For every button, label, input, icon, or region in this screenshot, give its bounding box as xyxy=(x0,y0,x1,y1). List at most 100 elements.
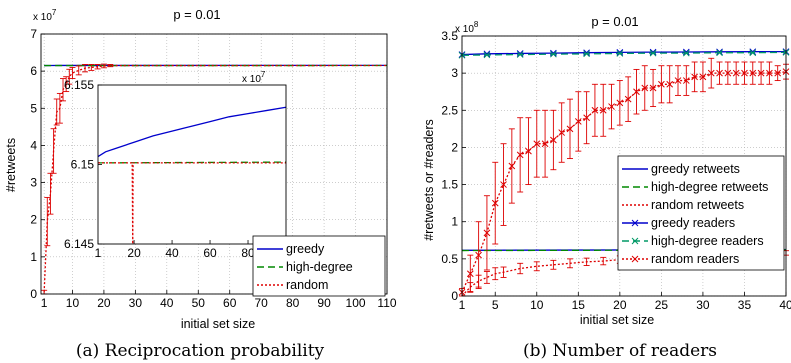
x-tick-label-0: 1 xyxy=(41,296,48,310)
series-marker xyxy=(707,69,715,77)
series-marker xyxy=(633,88,640,96)
inset-multiplier: x 107 xyxy=(242,70,266,85)
chart-a-ylabel: #retweets xyxy=(4,138,18,192)
legend-label: random xyxy=(286,278,328,292)
y-tick-label-4: 2 xyxy=(451,140,458,154)
x-tick-label-3: 30 xyxy=(129,296,143,310)
x-tick-label-5: 50 xyxy=(192,296,206,310)
x-tick-label-11: 110 xyxy=(377,296,396,310)
inset-multiplier-base: x 10 xyxy=(242,74,261,85)
series-marker xyxy=(500,181,507,188)
y-tick-label-5: 2.5 xyxy=(441,103,458,117)
series-marker xyxy=(682,77,690,84)
x-tick-label-10: 100 xyxy=(346,296,366,310)
series-marker xyxy=(641,84,649,92)
series-marker xyxy=(716,69,723,77)
y-tick-label-3: 1.5 xyxy=(441,178,458,192)
y-tick-label-3: 3 xyxy=(30,176,37,190)
y-tick-label-2: 1 xyxy=(451,215,458,229)
legend-box xyxy=(617,155,785,271)
x-tick-label-1: 20 xyxy=(127,246,141,260)
series-marker xyxy=(624,95,632,103)
series-marker xyxy=(658,80,665,88)
series-marker xyxy=(716,49,723,57)
series-marker xyxy=(741,69,748,77)
series-line-greedy xyxy=(97,106,287,158)
y-tick-label-1: 1 xyxy=(30,250,37,264)
chart-a-xlabel: initial set size xyxy=(181,317,255,331)
series-marker xyxy=(774,69,782,77)
series-marker xyxy=(558,129,566,136)
series-marker xyxy=(583,114,590,122)
series-marker xyxy=(674,77,682,84)
series-marker xyxy=(682,48,690,56)
x-tick-label-0: 1 xyxy=(459,298,466,312)
x-tick-label-7: 35 xyxy=(738,298,752,312)
legend-marker xyxy=(631,237,639,245)
legend-marker xyxy=(631,255,639,263)
chart-readers: p = 0.01 #retweets or #readers initial s… xyxy=(422,14,791,327)
y-tick-label-2: 2 xyxy=(30,213,37,227)
x-tick-label-4: 80 xyxy=(241,246,255,260)
series-marker xyxy=(574,118,582,125)
x-tick-label-1: 10 xyxy=(66,296,80,310)
x-tick-label-2: 20 xyxy=(97,296,111,310)
series-marker xyxy=(516,51,524,58)
plot-frame xyxy=(461,35,787,297)
x-tick-label-3: 15 xyxy=(572,298,586,312)
series-marker xyxy=(749,49,757,57)
x-tick-label-9: 90 xyxy=(317,296,331,310)
series-marker xyxy=(766,69,773,77)
chart-reciprocation: p = 0.01 #retweets initial set size x 10… xyxy=(4,7,397,331)
caption-b: (b) Number of readers xyxy=(523,341,717,361)
series-marker xyxy=(583,50,590,58)
plot-frame xyxy=(40,33,388,295)
chart-b-multiplier-base: x 10 xyxy=(455,24,474,35)
series-marker xyxy=(516,151,524,159)
y-tick-label-2: 6.155 xyxy=(64,78,94,92)
x-tick-label-2: 40 xyxy=(165,246,179,260)
legend-label: greedy xyxy=(286,242,325,256)
x-tick-label-8: 40 xyxy=(779,298,791,312)
x-tick-label-1: 5 xyxy=(492,298,499,312)
series-marker xyxy=(599,106,607,114)
y-tick-label-0: 0 xyxy=(30,287,37,301)
x-tick-label-7: 70 xyxy=(255,296,269,310)
plot-area xyxy=(98,85,286,244)
series-marker xyxy=(666,80,674,88)
series-marker xyxy=(550,50,557,58)
chart-b-multiplier-exp: 8 xyxy=(474,20,479,29)
series-marker xyxy=(691,73,698,81)
inset-multiplier-exp: 7 xyxy=(261,70,266,79)
series-marker xyxy=(749,48,757,56)
series-marker xyxy=(616,48,624,56)
plot-frame xyxy=(97,84,287,245)
series-marker xyxy=(616,50,624,57)
y-tick-label-5: 5 xyxy=(30,101,37,115)
series-marker xyxy=(566,125,574,133)
series-marker xyxy=(649,84,657,92)
legend-label: random retweets xyxy=(651,198,744,212)
x-tick-label-6: 60 xyxy=(223,296,237,310)
x-tick-label-0: 1 xyxy=(95,246,102,260)
series-marker xyxy=(724,69,732,77)
y-tick-label-7: 7 xyxy=(30,27,37,41)
x-tick-label-8: 80 xyxy=(286,296,300,310)
chart-b-multiplier: x 108 xyxy=(455,20,479,35)
y-tick-label-6: 3 xyxy=(451,66,458,80)
y-tick-label-0: 0 xyxy=(451,289,458,303)
x-tick-label-4: 40 xyxy=(160,296,174,310)
series-marker xyxy=(491,199,499,207)
y-tick-label-6: 6 xyxy=(30,64,37,78)
y-tick-label-1: 6.15 xyxy=(71,158,95,172)
x-tick-label-6: 30 xyxy=(696,298,710,312)
series-marker xyxy=(533,140,541,148)
series-marker xyxy=(466,270,474,278)
caption-a: (a) Reciprocation probability xyxy=(76,341,325,361)
legend-marker xyxy=(631,219,639,227)
legend-label: high-degree readers xyxy=(651,234,764,248)
chart-a-title: p = 0.01 xyxy=(173,7,220,22)
x-tick-label-3: 60 xyxy=(203,246,217,260)
series-marker xyxy=(508,162,516,170)
